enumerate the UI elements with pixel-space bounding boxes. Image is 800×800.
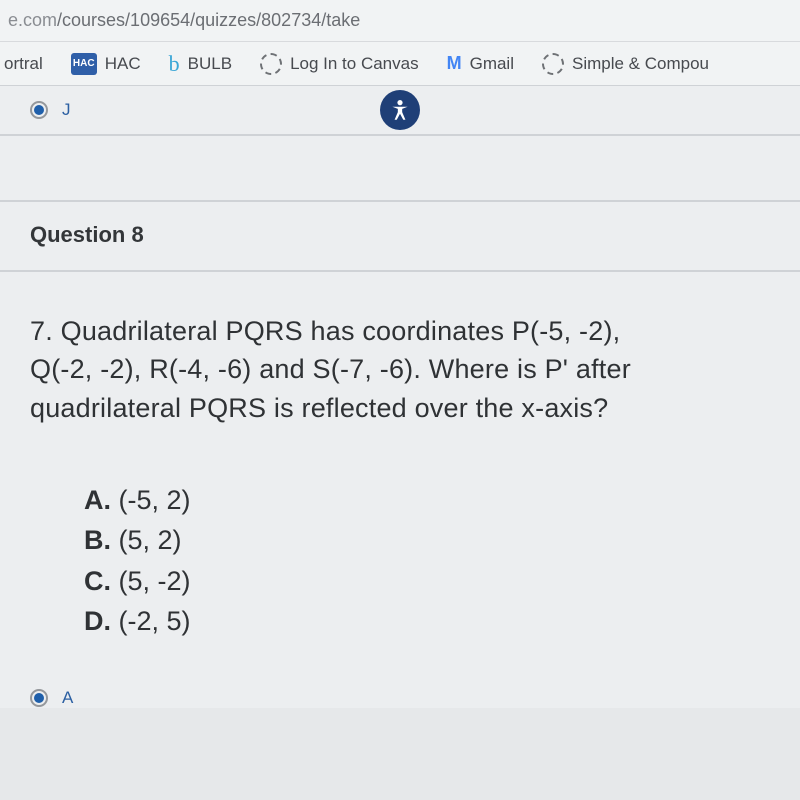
- canvas-icon: [260, 53, 282, 75]
- answer-choices: A. (-5, 2) B. (5, 2) C. (5, -2) D. (-2, …: [84, 481, 770, 640]
- bookmark-simple-compound[interactable]: Simple & Compou: [542, 53, 709, 75]
- qtext-line3: quadrilateral PQRS is reflected over the…: [30, 389, 770, 427]
- dashed-circle-icon: [542, 53, 564, 75]
- bookmark-label: Log In to Canvas: [290, 54, 419, 74]
- radio-a-label: A: [62, 688, 73, 708]
- bookmark-label: Simple & Compou: [572, 54, 709, 74]
- previous-answer-row: J: [0, 86, 800, 134]
- qtext-line1: 7. Quadrilateral PQRS has coordinates P(…: [30, 312, 770, 350]
- choice-a: A. (-5, 2): [84, 481, 770, 519]
- bookmark-label: HAC: [105, 54, 141, 74]
- hac-icon: HAC: [71, 53, 97, 75]
- radio-a[interactable]: [30, 689, 48, 707]
- bulb-icon: b: [169, 51, 180, 77]
- bookmark-label: BULB: [188, 54, 232, 74]
- choice-c: C. (5, -2): [84, 562, 770, 600]
- bookmark-label: ortral: [4, 54, 43, 74]
- bookmarks-bar: ortral HAC HAC b BULB Log In to Canvas M…: [0, 42, 800, 86]
- gmail-icon: M: [447, 53, 462, 74]
- bookmark-gmail[interactable]: M Gmail: [447, 53, 514, 74]
- bookmark-hac[interactable]: HAC HAC: [71, 53, 141, 75]
- url-bar[interactable]: e.com/courses/109654/quizzes/802734/take: [0, 0, 800, 42]
- qtext-line2: Q(-2, -2), R(-4, -6) and S(-7, -6). Wher…: [30, 350, 770, 388]
- url-path: /courses/109654/quizzes/802734/take: [57, 10, 360, 31]
- url-domain: e.com: [8, 10, 57, 31]
- page-content: J Question 8 7. Quadrilateral PQRS has c…: [0, 86, 800, 708]
- question-header: Question 8: [0, 200, 800, 272]
- bookmark-bulb[interactable]: b BULB: [169, 51, 232, 77]
- bookmark-portal[interactable]: ortral: [4, 54, 43, 74]
- answer-radio-row: A: [0, 652, 800, 708]
- choice-b: B. (5, 2): [84, 521, 770, 559]
- question-body: 7. Quadrilateral PQRS has coordinates P(…: [0, 272, 800, 652]
- choice-d: D. (-2, 5): [84, 602, 770, 640]
- person-icon: [387, 97, 413, 123]
- radio-j-label: J: [62, 100, 71, 120]
- question-text: 7. Quadrilateral PQRS has coordinates P(…: [30, 312, 770, 427]
- accessibility-icon[interactable]: [380, 90, 420, 130]
- bookmark-label: Gmail: [470, 54, 514, 74]
- bookmark-canvas[interactable]: Log In to Canvas: [260, 53, 419, 75]
- radio-j[interactable]: [30, 101, 48, 119]
